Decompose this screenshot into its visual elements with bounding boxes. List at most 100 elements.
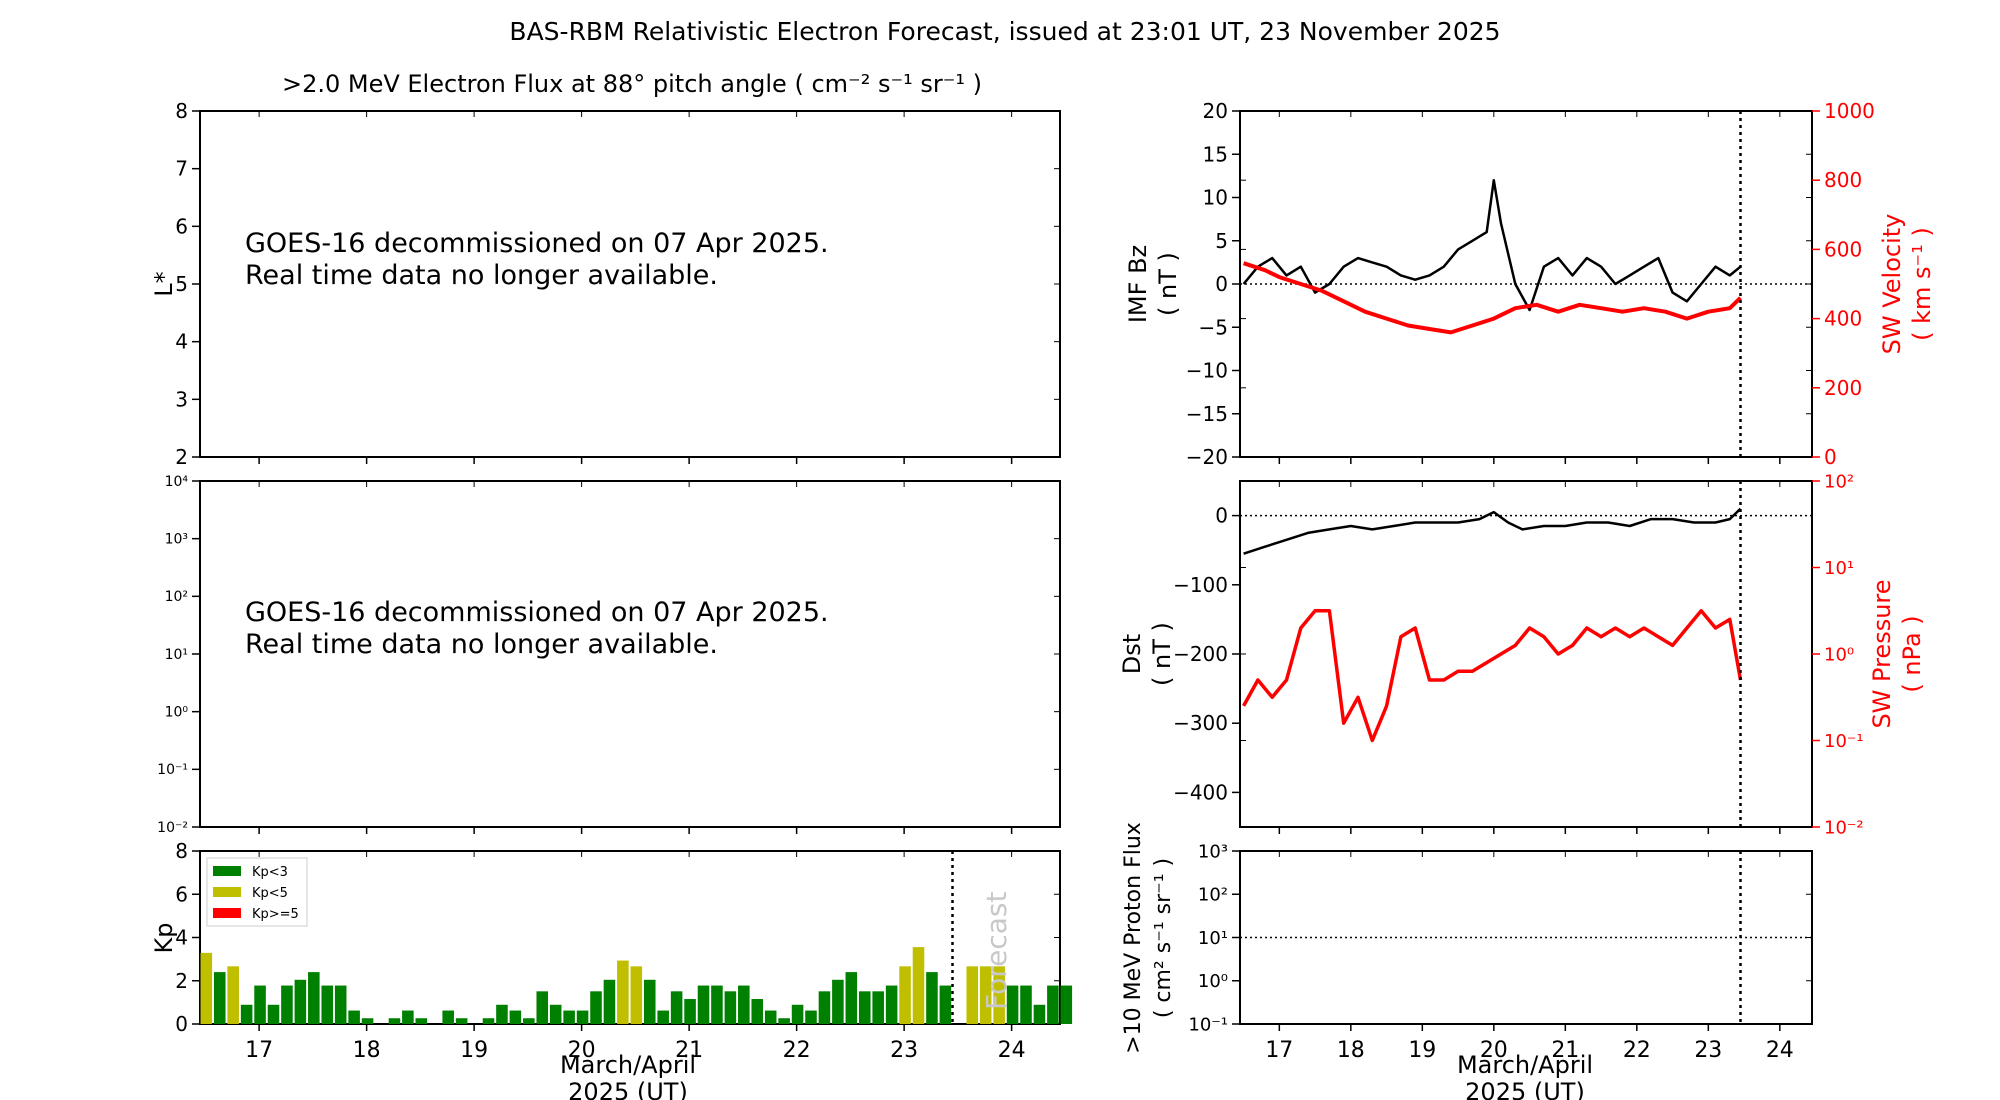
dst-ytick-label: −200 xyxy=(1173,642,1228,666)
kp-bar xyxy=(576,1010,589,1024)
kp-bar xyxy=(281,985,293,1024)
dst-frame xyxy=(1239,480,1813,828)
kp-bar xyxy=(294,979,307,1024)
proton-ytick-label: 10⁻¹ xyxy=(1188,1014,1228,1035)
proton-ytick-label: 10³ xyxy=(1198,841,1228,862)
kp-legend-entry: Kp<5 xyxy=(252,886,288,901)
kp-bar xyxy=(979,966,992,1024)
kp-bar xyxy=(926,972,938,1024)
imf-ytick-label: 1000 xyxy=(1824,99,1875,123)
kp-bar xyxy=(308,972,320,1024)
lstar-notice-line2: Real time data no longer available. xyxy=(245,260,718,291)
imf-ytick-label: 5 xyxy=(1215,229,1228,253)
lstar-ytick-label: 5 xyxy=(175,272,188,296)
imf-ytick-label: 15 xyxy=(1203,142,1228,166)
lstar-panel: 2 3 4 5 6 7 8 L* xyxy=(150,99,1061,469)
imf-bz-line xyxy=(1242,178,1742,312)
imf-ytick-label: 20 xyxy=(1203,99,1228,123)
kp-bar xyxy=(388,1018,401,1024)
kp-bar xyxy=(912,947,925,1024)
sw-pressure-line xyxy=(1242,609,1743,743)
kp-xtick-label: 17 xyxy=(245,1038,273,1063)
lstar-ytick-label: 8 xyxy=(175,99,188,123)
imf-ytick-label: 10 xyxy=(1203,186,1228,210)
sw-velocity-line xyxy=(1242,261,1742,335)
proton-xtick-label: 20 xyxy=(1480,1038,1508,1063)
kp-bar xyxy=(711,985,723,1024)
kp-ytick-label: 0 xyxy=(175,1012,188,1036)
kp-legend-swatch xyxy=(213,866,241,876)
proton-xtick-label: 23 xyxy=(1694,1038,1722,1063)
dst-y2label: SW Pressure xyxy=(1868,579,1896,728)
lstar-ytick-label: 4 xyxy=(175,330,188,354)
imf-y2label-unit: ( km s⁻¹ ) xyxy=(1908,227,1936,341)
kp-ytick-label: 4 xyxy=(175,926,188,950)
kp-bar xyxy=(482,1018,495,1024)
proton-xtick-label: 22 xyxy=(1623,1038,1651,1063)
kp-legend-entry: Kp>=5 xyxy=(252,907,299,922)
kp-bar xyxy=(334,985,347,1024)
kp-legend-swatch xyxy=(213,908,241,918)
proton-ytick-label: 10¹ xyxy=(1198,928,1228,949)
imf-ytick-label: −5 xyxy=(1199,315,1228,339)
kp-bar xyxy=(778,1018,790,1024)
proton-xtick-label: 24 xyxy=(1766,1038,1794,1063)
kp-bar xyxy=(1047,985,1059,1024)
dst-ytick-label: 10¹ xyxy=(1824,558,1854,579)
kp-bar xyxy=(415,1018,428,1024)
kp-bar xyxy=(939,985,952,1024)
dst-ytick-label: −300 xyxy=(1173,711,1228,735)
flux-panel: 10⁻² 10⁻¹ 10⁰ 10¹ 10² 10³ 10⁴ xyxy=(157,474,1061,836)
kp-bar xyxy=(240,1004,253,1024)
kp-bar xyxy=(1020,985,1032,1024)
kp-ytick-label: 8 xyxy=(175,839,188,863)
kp-xtick-label: 20 xyxy=(568,1038,596,1063)
proton-ylabel-unit: ( cm² s⁻¹ sr⁻¹ ) xyxy=(1151,858,1176,1018)
kp-bar xyxy=(791,1004,804,1024)
flux-ytick-label: 10⁴ xyxy=(165,474,189,490)
flux-notice-line2: Real time data no longer available. xyxy=(245,629,718,660)
kp-bar xyxy=(845,972,858,1024)
kp-bar xyxy=(603,979,616,1024)
imf-ytick-label: 800 xyxy=(1824,168,1862,192)
flux-ytick-label: 10⁻¹ xyxy=(157,762,188,778)
kp-xtick-label: 18 xyxy=(353,1038,381,1063)
kp-bar xyxy=(617,960,629,1024)
imf-ytick-label: 0 xyxy=(1215,272,1228,296)
kp-bar xyxy=(267,1004,280,1024)
imf-ytick-label: 400 xyxy=(1824,307,1862,331)
imf-ytick-label: 0 xyxy=(1824,445,1837,469)
imf-ytick-label: 200 xyxy=(1824,376,1862,400)
kp-bar xyxy=(549,1004,562,1024)
kp-bar xyxy=(858,991,871,1024)
kp-bar xyxy=(697,985,710,1024)
imf-ytick-label: −10 xyxy=(1186,359,1228,383)
dst-ytick-label: 10⁻² xyxy=(1824,817,1864,838)
kp-bar xyxy=(832,979,844,1024)
kp-legend-entry: Kp<3 xyxy=(252,865,288,880)
kp-bar xyxy=(1006,985,1019,1024)
imf-ytick-label: 600 xyxy=(1824,237,1862,261)
dst-ytick-label: 10² xyxy=(1824,471,1854,492)
flux-ytick-label: 10⁰ xyxy=(165,705,189,721)
dst-line xyxy=(1243,507,1742,555)
kp-ytick-label: 2 xyxy=(175,969,188,993)
kp-xtick-label: 22 xyxy=(783,1038,811,1063)
kp-bar xyxy=(402,1010,414,1024)
kp-bar xyxy=(254,985,266,1024)
kp-bar xyxy=(657,1010,669,1024)
forecast-label: Forecast xyxy=(980,891,1013,1010)
kp-bar xyxy=(805,1010,817,1024)
figure-title: BAS-RBM Relativistic Electron Forecast, … xyxy=(509,17,1500,46)
kp-bar xyxy=(670,991,683,1024)
proton-xtick-label: 19 xyxy=(1408,1038,1436,1063)
kp-xlabel-line2: 2025 (UT) xyxy=(568,1078,688,1100)
imf-ylabel: IMF Bz xyxy=(1124,245,1152,323)
kp-xtick-label: 19 xyxy=(460,1038,488,1063)
lstar-ylabel: L* xyxy=(150,271,178,296)
kp-legend-swatch xyxy=(213,887,241,897)
imf-y2label: SW Velocity xyxy=(1878,214,1906,355)
flux-ytick-label: 10³ xyxy=(165,532,188,548)
flux-notice-line1: GOES-16 decommissioned on 07 Apr 2025. xyxy=(245,597,829,628)
